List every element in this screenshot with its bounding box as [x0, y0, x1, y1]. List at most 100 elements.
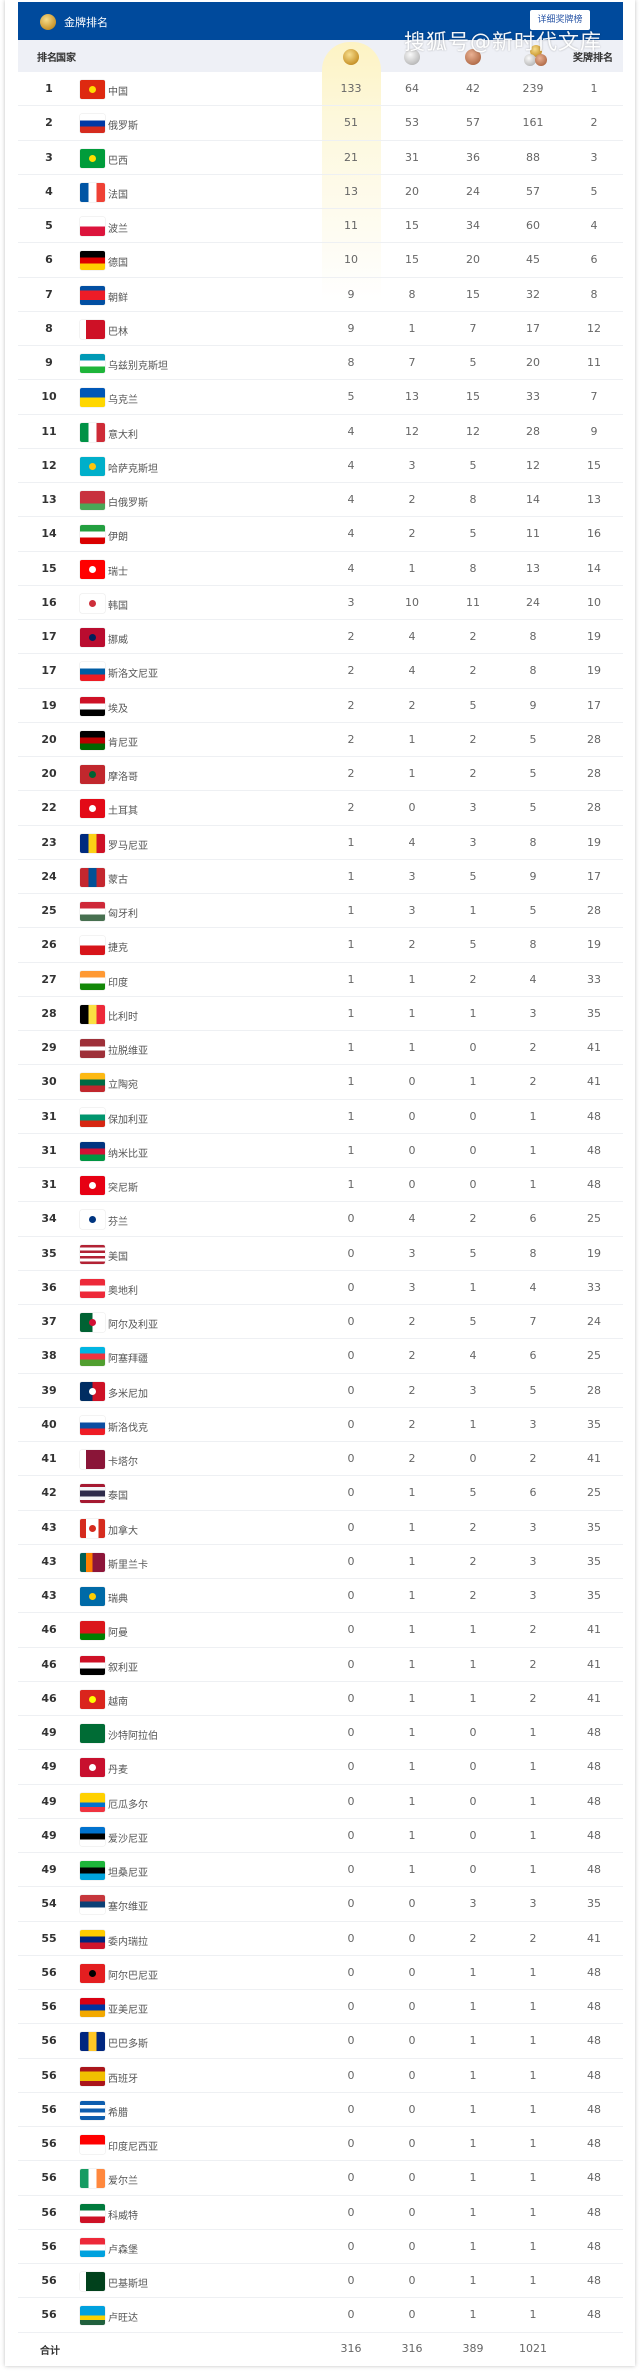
table-row[interactable]: 24 蒙古 1 3 5 9 17 — [18, 860, 623, 894]
gold-count: 2 — [347, 767, 355, 780]
table-row[interactable]: 34 芬兰 0 4 2 6 25 — [18, 1202, 623, 1237]
total-count: 1 — [529, 2034, 537, 2048]
total-count: 3 — [529, 1897, 537, 1911]
bronze-count: 5 — [469, 1486, 477, 1500]
total-count: 6 — [529, 1349, 537, 1363]
gold-count: 2 — [347, 732, 355, 746]
table-row[interactable]: 31 保加利亚 1 0 0 1 48 — [18, 1100, 623, 1134]
country-name: 俄罗斯 — [108, 121, 138, 133]
table-row[interactable]: 49 沙特阿拉伯 0 1 0 1 48 — [18, 1716, 623, 1751]
gold-count: 2 — [347, 664, 355, 678]
silver-count: 2 — [408, 493, 416, 506]
gold-count: 0 — [347, 1828, 355, 1842]
table-row[interactable]: 22 土耳其 2 0 3 5 28 — [18, 791, 623, 826]
table-row[interactable]: 56 希腊 0 0 1 1 48 — [18, 2093, 623, 2127]
bronze-count: 5 — [469, 356, 477, 369]
table-row[interactable]: 13 白俄罗斯 4 2 8 14 13 — [18, 483, 623, 518]
table-row[interactable]: 17 斯洛文尼亚 2 4 2 8 19 — [18, 654, 623, 689]
table-row[interactable]: 8 巴林 9 1 7 17 12 — [18, 312, 623, 346]
gold-count: 0 — [347, 2239, 355, 2253]
table-row[interactable]: 49 丹麦 0 1 0 1 48 — [18, 1750, 623, 1785]
table-row[interactable]: 4 法国 13 20 24 57 5 — [18, 175, 623, 209]
table-row[interactable]: 49 厄瓜多尔 0 1 0 1 48 — [18, 1785, 623, 1819]
table-row[interactable]: 20 肯尼亚 2 1 2 5 28 — [18, 723, 623, 757]
gold-count: 0 — [347, 1280, 355, 1294]
table-row[interactable]: 23 罗马尼亚 1 4 3 8 19 — [18, 826, 623, 860]
table-row[interactable]: 56 卢森堡 0 0 1 1 48 — [18, 2230, 623, 2264]
table-row[interactable]: 55 委内瑞拉 0 0 2 2 41 — [18, 1922, 623, 1956]
table-row[interactable]: 49 坦桑尼亚 0 1 0 1 48 — [18, 1853, 623, 1888]
column-header-rank: 排名 — [37, 53, 57, 64]
country-name: 希腊 — [108, 2107, 128, 2119]
table-row[interactable]: 54 塞尔维亚 0 0 3 3 35 — [18, 1887, 623, 1922]
table-row[interactable]: 36 奥地利 0 3 1 4 33 — [18, 1271, 623, 1305]
table-row[interactable]: 14 伊朗 4 2 5 11 16 — [18, 517, 623, 552]
table-row[interactable]: 31 纳米比亚 1 0 0 1 48 — [18, 1134, 623, 1168]
medal-rank: 35 — [587, 1417, 601, 1431]
medal-rank: 1 — [590, 82, 598, 95]
flag-emblem — [89, 1524, 96, 1532]
total-count: 5 — [529, 767, 537, 780]
table-row[interactable]: 17 挪威 2 4 2 8 19 — [18, 620, 623, 655]
table-row[interactable]: 56 亚美尼亚 0 0 1 1 48 — [18, 1990, 623, 2025]
table-row[interactable]: 43 加拿大 0 1 2 3 35 — [18, 1511, 623, 1545]
table-row[interactable]: 56 印度尼西亚 0 0 1 1 48 — [18, 2127, 623, 2162]
table-row[interactable]: 7 朝鲜 9 8 15 32 8 — [18, 278, 623, 312]
country-name: 沙特阿拉伯 — [108, 1731, 158, 1742]
table-row[interactable]: 9 乌兹别克斯坦 8 7 5 20 11 — [18, 346, 623, 381]
table-row[interactable]: 56 科威特 0 0 1 1 48 — [18, 2196, 623, 2230]
table-row[interactable]: 26 捷克 1 2 5 8 19 — [18, 928, 623, 963]
table-row[interactable]: 11 意大利 4 12 12 28 9 — [18, 415, 623, 449]
table-row[interactable]: 30 立陶宛 1 0 1 2 41 — [18, 1065, 623, 1100]
rank-cell: 56 — [41, 2274, 57, 2287]
table-row[interactable]: 5 波兰 11 15 34 60 4 — [18, 209, 623, 244]
table-row[interactable]: 40 斯洛伐克 0 2 1 3 35 — [18, 1408, 623, 1442]
silver-count: 1 — [408, 1760, 416, 1774]
table-row[interactable]: 56 卢旺达 0 0 1 1 48 — [18, 2298, 623, 2333]
table-row[interactable]: 29 拉脱维亚 1 1 0 2 41 — [18, 1031, 623, 1066]
table-row[interactable]: 56 爱尔兰 0 0 1 1 48 — [18, 2161, 623, 2196]
country-name: 朝鲜 — [108, 292, 128, 304]
table-row[interactable]: 39 多米尼加 0 2 3 5 28 — [18, 1374, 623, 1408]
table-row[interactable]: 56 巴基斯坦 0 0 1 1 48 — [18, 2264, 623, 2299]
table-row[interactable]: 56 西班牙 0 0 1 1 48 — [18, 2059, 623, 2093]
table-row[interactable]: 12 哈萨克斯坦 4 3 5 12 15 — [18, 449, 623, 483]
table-row[interactable]: 41 卡塔尔 0 2 0 2 41 — [18, 1442, 623, 1477]
table-row[interactable]: 46 越南 0 1 1 2 41 — [18, 1682, 623, 1716]
silver-count: 4 — [408, 835, 416, 849]
table-row[interactable]: 56 巴巴多斯 0 0 1 1 48 — [18, 2024, 623, 2059]
table-row[interactable]: 16 韩国 3 10 11 24 10 — [18, 586, 623, 620]
table-row[interactable]: 3 巴西 21 31 36 88 3 — [18, 141, 623, 175]
bronze-count: 0 — [469, 1760, 477, 1774]
medal-rank: 41 — [587, 1623, 601, 1637]
table-row[interactable]: 6 德国 10 15 20 45 6 — [18, 243, 623, 278]
table-row[interactable]: 42 泰国 0 1 5 6 25 — [18, 1476, 623, 1511]
bronze-count: 24 — [466, 184, 480, 198]
table-row[interactable]: 25 匈牙利 1 3 1 5 28 — [18, 894, 623, 929]
table-row[interactable]: 27 印度 1 1 2 4 33 — [18, 963, 623, 997]
medal-rank: 13 — [587, 493, 601, 506]
table-row[interactable]: 28 比利时 1 1 1 3 35 — [18, 997, 623, 1031]
medal-rank: 48 — [587, 1143, 601, 1157]
table-row[interactable]: 19 埃及 2 2 5 9 17 — [18, 689, 623, 723]
table-row[interactable]: 20 摩洛哥 2 1 2 5 28 — [18, 757, 623, 792]
gold-count: 2 — [347, 698, 355, 712]
detail-medal-table-button[interactable]: 详细奖牌榜 — [530, 10, 590, 30]
silver-count: 2 — [408, 1383, 416, 1397]
table-row[interactable]: 46 阿曼 0 1 1 2 41 — [18, 1613, 623, 1648]
table-row[interactable]: 1 中国 133 64 42 239 1 — [18, 72, 623, 107]
table-row[interactable]: 49 爱沙尼亚 0 1 0 1 48 — [18, 1819, 623, 1853]
table-row[interactable]: 43 瑞典 0 1 2 3 35 — [18, 1579, 623, 1614]
table-row[interactable]: 10 乌克兰 5 13 15 33 7 — [18, 380, 623, 415]
table-row[interactable]: 46 叙利亚 0 1 1 2 41 — [18, 1648, 623, 1682]
table-row[interactable]: 2 俄罗斯 51 53 57 161 2 — [18, 106, 623, 141]
table-row[interactable]: 37 阿尔及利亚 0 2 5 7 24 — [18, 1305, 623, 1340]
table-row[interactable]: 31 突尼斯 1 0 0 1 48 — [18, 1168, 623, 1203]
table-row[interactable]: 43 斯里兰卡 0 1 2 3 35 — [18, 1545, 623, 1579]
table-row[interactable]: 15 瑞士 4 1 8 13 14 — [18, 552, 623, 586]
table-row[interactable]: 38 阿塞拜疆 0 2 4 6 25 — [18, 1339, 623, 1374]
table-row[interactable]: 35 美国 0 3 5 8 19 — [18, 1237, 623, 1271]
rank-cell: 56 — [41, 2034, 57, 2048]
flag-icon — [80, 1073, 105, 1093]
table-row[interactable]: 56 阿尔巴尼亚 0 0 1 1 48 — [18, 1956, 623, 1990]
